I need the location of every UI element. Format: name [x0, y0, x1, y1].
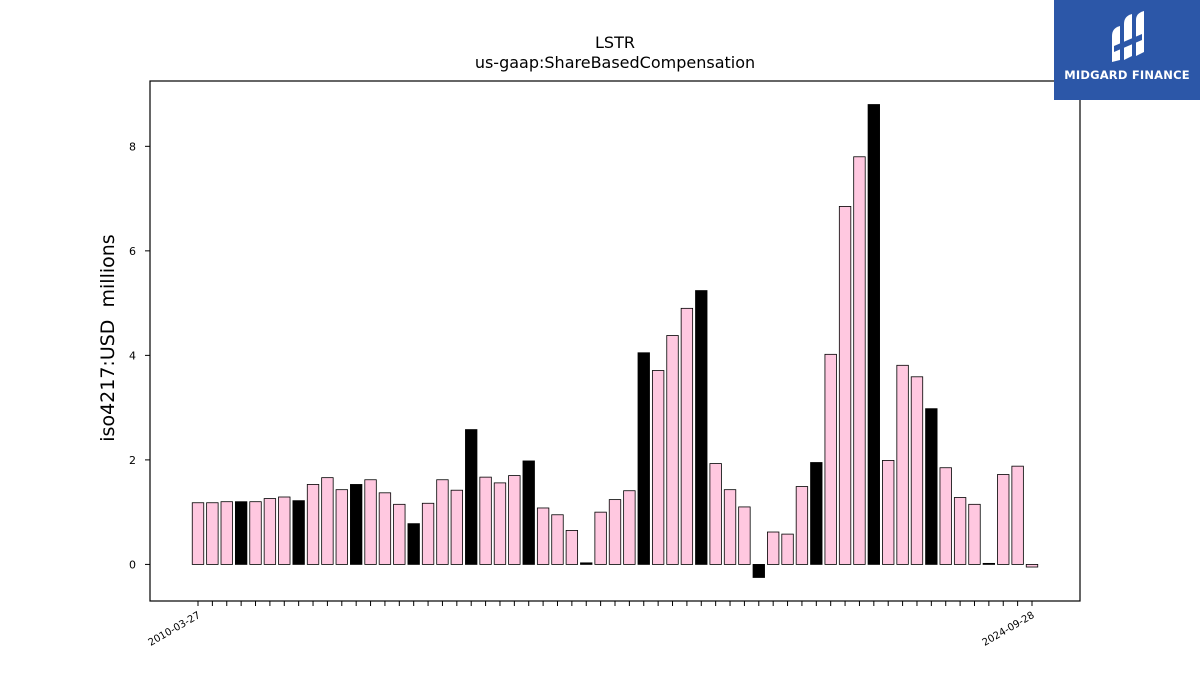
x-tick-label: 2010-03-27 [147, 610, 203, 649]
bar [263, 498, 277, 565]
bar [982, 562, 996, 565]
bar [335, 489, 348, 565]
bar [953, 497, 967, 565]
chart-title: LSTR [595, 33, 635, 52]
bar [421, 502, 435, 565]
plot-area: 0 2 4 6 8 2010-03-27 2024-09-28 [129, 104, 1039, 649]
bar [838, 206, 852, 565]
bar [968, 503, 981, 565]
bar [493, 482, 507, 565]
plot-frame [149, 80, 1081, 602]
bar [738, 506, 751, 565]
bar [853, 156, 866, 565]
bar [795, 486, 809, 565]
logo-text: MIDGARD FINANCE [1064, 68, 1190, 82]
bar [709, 463, 722, 565]
bar [508, 475, 521, 565]
x-tick-label: 2024-09-28 [981, 610, 1037, 649]
bar [292, 500, 305, 565]
bar [191, 502, 205, 565]
bar [450, 489, 463, 565]
bar [536, 507, 550, 565]
bar [407, 523, 420, 565]
bar [1025, 564, 1039, 568]
bar [781, 533, 794, 565]
bar [910, 376, 924, 565]
bar [465, 429, 478, 565]
bar [767, 531, 780, 565]
chart-subtitle: us-gaap:ShareBasedCompensation [475, 53, 755, 72]
bar [306, 484, 320, 565]
bar [723, 489, 737, 565]
y-tick-label: 8 [129, 140, 136, 153]
bar [479, 476, 492, 565]
bar [608, 499, 622, 565]
y-tick-label: 6 [129, 245, 136, 258]
bar [594, 511, 607, 565]
bar [580, 562, 593, 565]
bar [436, 479, 449, 565]
bar [824, 353, 837, 565]
bar [565, 530, 579, 565]
bar [882, 460, 895, 565]
bar [206, 502, 219, 565]
y-tick-label: 2 [129, 454, 136, 467]
bar [220, 501, 233, 565]
bar [752, 564, 765, 578]
bar [350, 484, 363, 565]
bar [623, 490, 636, 565]
y-tick-label: 0 [129, 558, 136, 571]
bar [321, 477, 334, 565]
y-tick-label: 4 [129, 349, 136, 362]
bar [522, 460, 535, 565]
bar [695, 290, 708, 565]
bar [551, 514, 564, 565]
midgard-logo-icon [1112, 11, 1144, 62]
bar [364, 479, 377, 565]
bar [393, 503, 406, 565]
bar [637, 352, 650, 565]
y-axis-label: iso4217:USD millions [97, 234, 119, 441]
bar [234, 501, 248, 565]
bar [666, 335, 679, 565]
bar [867, 104, 880, 565]
bar [651, 370, 665, 565]
bar [278, 496, 291, 565]
bar [925, 408, 938, 565]
bar [249, 501, 262, 565]
bar [939, 467, 952, 565]
bar [997, 474, 1010, 565]
bar [1011, 465, 1024, 565]
bar [378, 492, 392, 565]
bar [896, 364, 909, 565]
midgard-finance-logo: MIDGARD FINANCE [1054, 0, 1200, 100]
bar [680, 307, 694, 565]
bar [810, 462, 823, 565]
